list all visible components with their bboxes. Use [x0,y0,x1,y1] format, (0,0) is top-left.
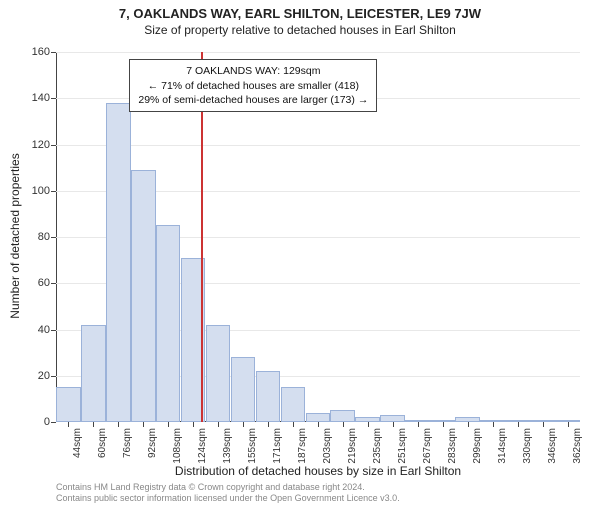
xtick-label: 60sqm [97,428,108,458]
bar [281,387,306,422]
footer-line: Contains public sector information licen… [56,493,400,504]
annotation-box: 7 OAKLANDS WAY: 129sqm ← 71% of detached… [129,59,377,112]
xtick-label: 187sqm [297,428,308,464]
ytick-label: 20 [38,370,50,382]
ytick-mark [51,98,56,99]
bar [106,103,131,422]
xtick-mark [568,422,569,427]
xtick-mark [493,422,494,427]
xtick-label: 314sqm [497,428,508,464]
xtick-label: 76sqm [122,428,133,458]
ytick-mark [51,237,56,238]
xtick-mark [268,422,269,427]
bar [330,410,355,422]
grid-line [56,145,580,146]
annotation-line: 29% of semi-detached houses are larger (… [138,93,368,107]
xtick-label: 267sqm [422,428,433,464]
xtick-mark [243,422,244,427]
xtick-label: 203sqm [322,428,333,464]
x-axis-label: Distribution of detached houses by size … [56,464,580,478]
xtick-mark [418,422,419,427]
xtick-label: 155sqm [247,428,258,464]
annotation-line: ← 71% of detached houses are smaller (41… [138,79,368,93]
xtick-mark [543,422,544,427]
xtick-mark [118,422,119,427]
bar [81,325,106,422]
ytick-label: 100 [32,185,50,197]
ytick-label: 140 [32,92,50,104]
ytick-label: 160 [32,46,50,58]
y-axis-label: Number of detached properties [8,153,22,318]
ytick-mark [51,376,56,377]
xtick-label: 251sqm [397,428,408,464]
ytick-label: 0 [44,416,50,428]
ytick-mark [51,191,56,192]
xtick-label: 139sqm [222,428,233,464]
xtick-mark [293,422,294,427]
xtick-label: 171sqm [272,428,283,464]
page-subtitle: Size of property relative to detached ho… [0,23,600,37]
xtick-label: 219sqm [347,428,358,464]
xtick-mark [193,422,194,427]
xtick-mark [68,422,69,427]
ytick-label: 80 [38,231,50,243]
xtick-mark [518,422,519,427]
xtick-label: 362sqm [572,428,583,464]
chart-area: 02040608010012014016044sqm60sqm76sqm92sq… [56,52,580,422]
xtick-label: 346sqm [547,428,558,464]
bar [306,413,331,422]
xtick-mark [343,422,344,427]
footer-line: Contains HM Land Registry data © Crown c… [56,482,400,493]
xtick-mark [318,422,319,427]
ytick-mark [51,145,56,146]
bar [231,357,256,422]
xtick-label: 108sqm [172,428,183,464]
ytick-mark [51,422,56,423]
bar [131,170,156,422]
ytick-label: 60 [38,277,50,289]
annotation-line: 7 OAKLANDS WAY: 129sqm [138,64,368,78]
bar [256,371,281,422]
xtick-mark [393,422,394,427]
ytick-mark [51,52,56,53]
grid-line [56,52,580,53]
bar [56,387,81,422]
xtick-label: 92sqm [147,428,158,458]
xtick-mark [218,422,219,427]
ytick-mark [51,283,56,284]
xtick-label: 124sqm [197,428,208,464]
xtick-label: 283sqm [447,428,458,464]
bar [380,415,405,422]
xtick-mark [168,422,169,427]
ytick-label: 40 [38,324,50,336]
bar [206,325,231,422]
xtick-mark [468,422,469,427]
ytick-mark [51,330,56,331]
xtick-mark [368,422,369,427]
ytick-label: 120 [32,139,50,151]
page-title: 7, OAKLANDS WAY, EARL SHILTON, LEICESTER… [0,6,600,21]
xtick-label: 299sqm [472,428,483,464]
footer: Contains HM Land Registry data © Crown c… [56,482,400,504]
xtick-label: 44sqm [72,428,83,458]
xtick-label: 330sqm [522,428,533,464]
bar [156,225,181,422]
xtick-mark [443,422,444,427]
xtick-label: 235sqm [372,428,383,464]
xtick-mark [93,422,94,427]
xtick-mark [143,422,144,427]
